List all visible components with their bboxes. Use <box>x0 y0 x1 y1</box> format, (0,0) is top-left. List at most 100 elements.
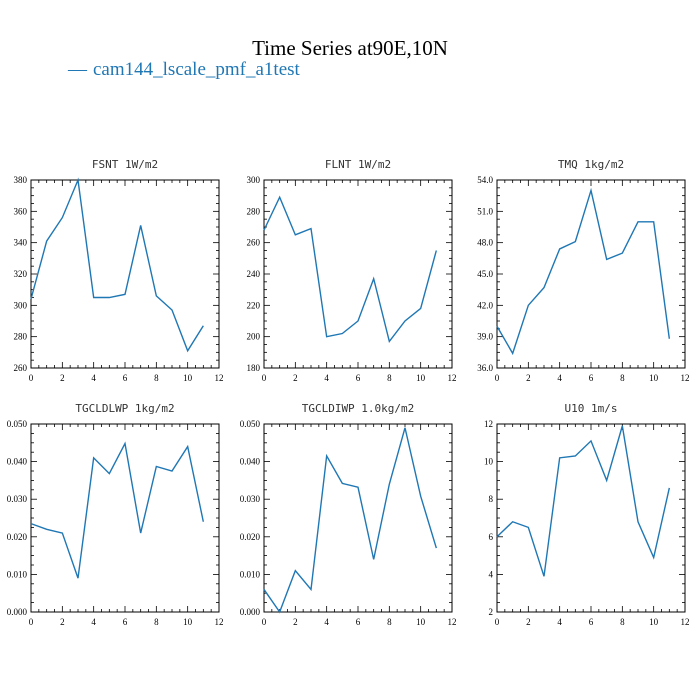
legend-label: cam144_lscale_pmf_a1test <box>93 59 300 80</box>
x-tick-label: 10 <box>183 373 193 383</box>
x-tick-label: 8 <box>154 373 159 383</box>
x-tick-label: 12 <box>681 373 690 383</box>
y-tick-label: 0.020 <box>240 532 261 542</box>
y-tick-label: 0.000 <box>7 607 28 617</box>
panel-1: FSNT 1W/m2 0 2 4 6 8 10 12 260 280 300 320 340 360 380 <box>14 158 224 383</box>
y-tick-label: 0.010 <box>7 569 28 579</box>
y-tick-label: 42.0 <box>477 300 493 310</box>
x-tick-label: 6 <box>589 617 594 627</box>
plot-frame <box>496 423 686 613</box>
plot-frame <box>30 423 220 613</box>
plot-frame <box>263 179 453 369</box>
y-tick-label: 0.050 <box>7 419 28 429</box>
x-tick-label: 12 <box>215 617 224 627</box>
y-tick-label: 260 <box>14 363 28 373</box>
y-tick-label: 51.0 <box>477 206 493 216</box>
y-tick-label: 0.050 <box>240 419 261 429</box>
y-tick-label: 180 <box>247 363 261 373</box>
plot-frame <box>263 423 453 613</box>
x-tick-label: 0 <box>262 617 267 627</box>
panel-title: FLNT 1W/m2 <box>325 158 391 171</box>
y-tick-label: 39.0 <box>477 332 493 342</box>
series-line <box>496 425 671 577</box>
panel-title: TGCLDIWP 1.0kg/m2 <box>302 402 415 415</box>
plot-frame <box>496 179 686 369</box>
legend: — cam144_lscale_pmf_a1test <box>68 59 300 81</box>
y-tick-label: 200 <box>247 332 261 342</box>
x-tick-label: 12 <box>681 617 690 627</box>
x-tick-label: 2 <box>60 617 65 627</box>
x-tick-label: 8 <box>154 617 159 627</box>
x-tick-label: 6 <box>356 617 361 627</box>
x-tick-label: 12 <box>448 617 457 627</box>
y-tick-label: 380 <box>14 175 28 185</box>
y-tick-label: 0.030 <box>240 494 261 504</box>
x-tick-label: 8 <box>387 617 392 627</box>
y-tick-label: 36.0 <box>477 363 493 373</box>
x-tick-label: 10 <box>183 617 193 627</box>
x-tick-label: 0 <box>29 373 34 383</box>
panel-title: TMQ 1kg/m2 <box>558 158 624 171</box>
y-tick-label: 0.040 <box>7 457 28 467</box>
y-tick-label: 48.0 <box>477 238 493 248</box>
x-tick-label: 2 <box>526 617 531 627</box>
y-tick-label: 260 <box>247 238 261 248</box>
panel-4: TGCLDLWP 1kg/m2 0 2 4 6 8 10 12 0.000 0.010 0.020 0… <box>7 402 224 627</box>
x-tick-label: 2 <box>293 617 298 627</box>
y-tick-label: 320 <box>14 269 28 279</box>
y-tick-label: 54.0 <box>477 175 493 185</box>
x-tick-label: 2 <box>526 373 531 383</box>
y-tick-label: 8 <box>489 494 494 504</box>
x-tick-label: 4 <box>557 617 562 627</box>
x-tick-label: 10 <box>416 617 426 627</box>
x-tick-label: 4 <box>557 373 562 383</box>
x-tick-label: 6 <box>356 373 361 383</box>
series-line <box>30 441 205 579</box>
y-tick-label: 0.000 <box>240 607 261 617</box>
y-tick-label: 300 <box>14 300 28 310</box>
y-tick-label: 0.020 <box>7 532 28 542</box>
y-tick-label: 6 <box>489 532 494 542</box>
y-tick-label: 0.030 <box>7 494 28 504</box>
panel-3: TMQ 1kg/m2 0 2 4 6 8 10 12 36.0 39.0 42.0 45.0 48.0 5… <box>477 158 689 383</box>
x-tick-label: 10 <box>649 373 659 383</box>
y-tick-label: 4 <box>489 569 494 579</box>
x-tick-label: 0 <box>495 617 500 627</box>
panel-title: FSNT 1W/m2 <box>92 158 158 171</box>
series-line <box>263 427 438 614</box>
x-tick-label: 8 <box>620 373 625 383</box>
y-tick-label: 10 <box>484 457 494 467</box>
x-tick-label: 8 <box>620 617 625 627</box>
y-tick-label: 280 <box>247 206 261 216</box>
y-tick-label: 220 <box>247 300 261 310</box>
y-tick-label: 300 <box>247 175 261 185</box>
panel-title: TGCLDLWP 1kg/m2 <box>75 402 174 415</box>
x-tick-label: 4 <box>91 617 96 627</box>
x-tick-label: 8 <box>387 373 392 383</box>
x-tick-label: 2 <box>60 373 65 383</box>
x-tick-label: 10 <box>416 373 426 383</box>
series-line <box>496 187 671 356</box>
series-line <box>30 177 204 353</box>
y-tick-label: 2 <box>489 607 494 617</box>
panel-5: TGCLDIWP 1.0kg/m2 0 2 4 6 8 10 12 0.000 0.010 0.02… <box>240 402 457 627</box>
x-tick-label: 0 <box>29 617 34 627</box>
y-tick-label: 280 <box>14 332 28 342</box>
panel-2: FLNT 1W/m2 0 2 4 6 8 10 12 180 200 220 240 260 280 300 <box>247 158 457 383</box>
y-tick-label: 0.010 <box>240 569 261 579</box>
x-tick-label: 0 <box>495 373 500 383</box>
x-tick-label: 6 <box>123 373 128 383</box>
y-tick-label: 0.040 <box>240 457 261 467</box>
x-tick-label: 6 <box>123 617 128 627</box>
x-tick-label: 10 <box>649 617 659 627</box>
legend-line-swatch: — <box>68 59 87 80</box>
x-tick-label: 12 <box>215 373 224 383</box>
x-tick-label: 4 <box>324 373 329 383</box>
y-tick-label: 340 <box>14 238 28 248</box>
series-line <box>263 195 438 343</box>
y-tick-label: 12 <box>484 419 493 429</box>
plot-frame <box>30 179 220 369</box>
x-tick-label: 2 <box>293 373 298 383</box>
y-tick-label: 240 <box>247 269 261 279</box>
